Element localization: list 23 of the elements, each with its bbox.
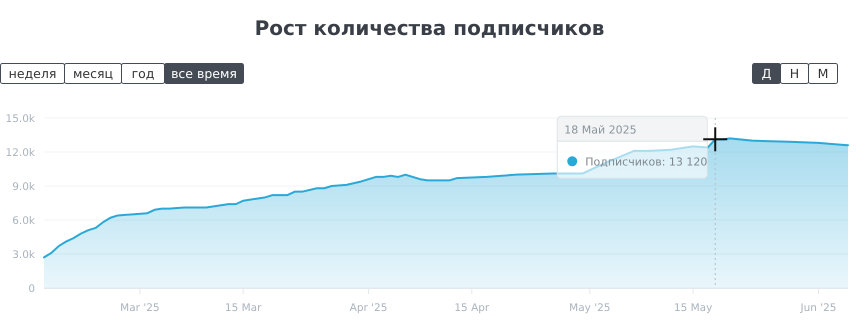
x-tick-label: 15 May <box>674 302 712 314</box>
x-tick-label: Jun '25 <box>799 302 836 314</box>
toggle-button: год <box>121 63 165 84</box>
toggle-button: все время <box>164 63 244 84</box>
x-tick-label: 15 Apr <box>454 302 490 314</box>
x-tick-label: Apr '25 <box>350 302 388 314</box>
toggle-button: М <box>808 63 838 84</box>
y-tick-label: 3.0k <box>12 249 36 261</box>
y-tick-label: 6.0k <box>12 215 36 227</box>
y-tick-label: 15.0k <box>6 113 36 125</box>
x-tick-label: 15 Mar <box>224 302 262 314</box>
annotation: 18 Май 2025 <box>564 123 637 136</box>
chart-title: Рост количества подписчиков <box>254 16 604 40</box>
y-tick-label: 9.0k <box>12 181 36 193</box>
toggle-button: Д <box>752 63 781 84</box>
x-tick-label: May '25 <box>569 302 610 314</box>
toggle-button: месяц <box>64 63 122 84</box>
toggle-button: Н <box>780 63 809 84</box>
y-tick-label: 0 <box>28 283 35 295</box>
x-tick-label: Mar '25 <box>120 302 160 314</box>
toggle-button: неделя <box>0 63 65 84</box>
y-tick-label: 12.0k <box>6 147 36 159</box>
annotation: Подписчиков: 13 120 <box>585 155 708 168</box>
